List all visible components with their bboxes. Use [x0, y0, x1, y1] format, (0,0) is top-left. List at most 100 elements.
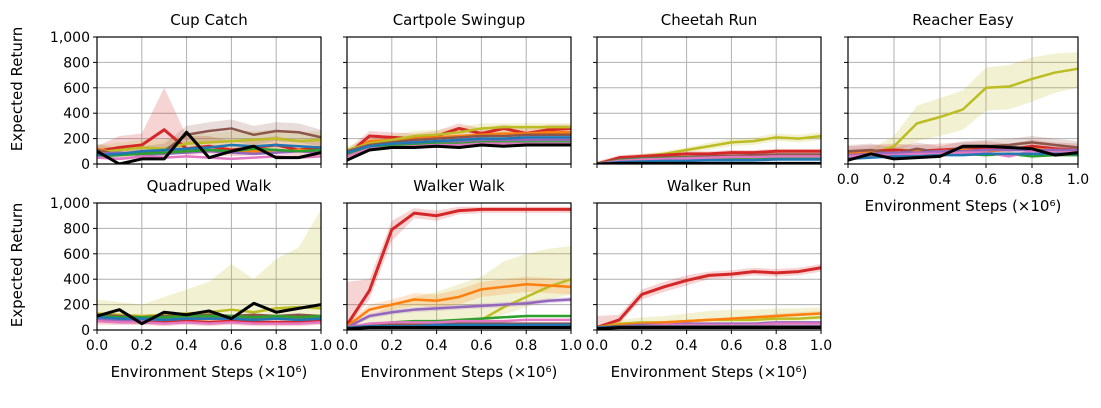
series-line	[347, 283, 571, 328]
series-line	[597, 149, 821, 164]
panel-data	[347, 206, 571, 330]
x-tick-label: 0.6	[720, 338, 742, 354]
series-line	[597, 155, 821, 164]
series-line	[597, 266, 821, 329]
series-line	[97, 128, 321, 153]
y-tick-label: 800	[63, 221, 90, 237]
panel-title: Cheetah Run	[661, 11, 758, 29]
series-line	[848, 67, 1078, 158]
x-axis-label: Environment Steps (×10⁶)	[361, 363, 558, 381]
x-tick-label: 0.4	[675, 338, 697, 354]
series-line	[97, 130, 321, 164]
series-line	[347, 136, 571, 154]
panel: Reacher Easy 0.0 0.2 0.4 0.6 0.8 1.0 Environmen…	[837, 11, 1089, 215]
series-line	[347, 298, 571, 329]
series-line	[347, 143, 571, 162]
series-band	[347, 246, 571, 329]
panel: Quadruped Walk 0 200 400 600 800 1,000 0.0 0.2 0.…	[50, 177, 332, 381]
y-tick-label: 600	[63, 247, 90, 263]
series-line	[347, 318, 571, 329]
x-tick-label: 1.0	[310, 338, 332, 354]
panel: Cup Catch 0 200 400 600 800 1,000	[50, 11, 322, 173]
series-line	[347, 133, 571, 153]
panel-data	[597, 132, 821, 164]
y-tick-label: 0	[81, 323, 90, 339]
x-axis-label: Environment Steps (×10⁶)	[611, 363, 808, 381]
x-tick-label: 0.2	[883, 172, 905, 188]
x-tick-label: 0.6	[470, 338, 492, 354]
x-tick-label: 1.0	[560, 338, 582, 354]
series-line	[97, 147, 321, 158]
series-line	[597, 325, 821, 330]
series-band	[97, 209, 321, 325]
x-tick-label: 0.0	[336, 338, 358, 354]
panel-frame	[596, 202, 822, 331]
panel-frame	[847, 36, 1079, 165]
series-line	[97, 319, 321, 325]
panel-data	[97, 209, 321, 327]
panel: Walker Walk 0.0 0.2 0.4 0.6 0.8 1.0Environment…	[336, 177, 582, 381]
x-tick-label: 0.0	[837, 172, 859, 188]
y-tick-label: 400	[63, 272, 90, 288]
panel-frame	[346, 202, 572, 331]
panel-frame	[596, 36, 822, 165]
y-tick-label: 600	[63, 81, 90, 97]
y-tick-label: 1,000	[50, 196, 90, 212]
y-tick-label: 800	[63, 55, 90, 71]
x-tick-label: 0.8	[515, 338, 537, 354]
series-line	[597, 161, 821, 164]
y-tick-label: 200	[63, 132, 90, 148]
panel: Cheetah Run	[593, 11, 822, 168]
x-tick-label: 0.0	[86, 338, 108, 354]
panel-frame	[96, 36, 322, 165]
x-tick-label: 1.0	[1067, 172, 1089, 188]
y-tick-label: 1,000	[50, 30, 90, 46]
x-tick-label: 0.2	[131, 338, 153, 354]
panel-data	[848, 52, 1078, 162]
x-tick-label: 0.2	[631, 338, 653, 354]
panel-data	[597, 263, 821, 330]
panel-title: Walker Walk	[413, 177, 505, 195]
y-axis-label-top: Expected Return	[8, 27, 26, 152]
x-tick-label: 0.4	[175, 338, 197, 354]
series-line	[597, 158, 821, 164]
x-axis-label: Environment Steps (×10⁶)	[111, 363, 308, 381]
series-line	[97, 143, 321, 157]
panel-title: Cup Catch	[170, 11, 248, 29]
y-tick-label: 0	[81, 157, 90, 173]
series-line	[597, 312, 821, 329]
panel-data	[97, 87, 321, 164]
series-line	[347, 325, 571, 330]
x-tick-label: 0.4	[929, 172, 951, 188]
y-axis-label-bottom: Expected Return	[8, 203, 26, 328]
series-line	[97, 137, 321, 154]
panel-title: Walker Run	[667, 177, 751, 195]
x-axis-label: Environment Steps (×10⁶)	[865, 197, 1062, 215]
x-tick-label: 0.2	[381, 338, 403, 354]
x-tick-label: 0.0	[586, 338, 608, 354]
panel-frame	[346, 36, 572, 165]
series-line	[97, 318, 321, 324]
x-tick-label: 0.6	[220, 338, 242, 354]
series-band	[347, 276, 571, 328]
x-tick-label: 0.8	[765, 338, 787, 354]
x-tick-label: 1.0	[810, 338, 832, 354]
panel-frame	[96, 202, 322, 331]
series-line	[347, 141, 571, 156]
x-tick-label: 0.6	[975, 172, 997, 188]
panel-title: Reacher Easy	[912, 11, 1014, 29]
panels: Cup Catch 0 200 400 600 800 1,000 Cartpole Swin…	[50, 11, 1089, 381]
panel: Cartpole Swingup	[343, 11, 572, 168]
x-tick-label: 0.8	[265, 338, 287, 354]
y-tick-label: 200	[63, 298, 90, 314]
panel-title: Quadruped Walk	[147, 177, 272, 195]
panel-title: Cartpole Swingup	[393, 11, 526, 29]
x-tick-label: 0.8	[1021, 172, 1043, 188]
series-line	[97, 301, 321, 326]
x-tick-label: 0.4	[425, 338, 447, 354]
panel-data	[347, 123, 571, 162]
panel: Walker Run 0.0 0.2 0.4 0.6 0.8 1.0Environment …	[586, 177, 832, 381]
series-line	[347, 125, 571, 152]
y-tick-label: 400	[63, 106, 90, 122]
